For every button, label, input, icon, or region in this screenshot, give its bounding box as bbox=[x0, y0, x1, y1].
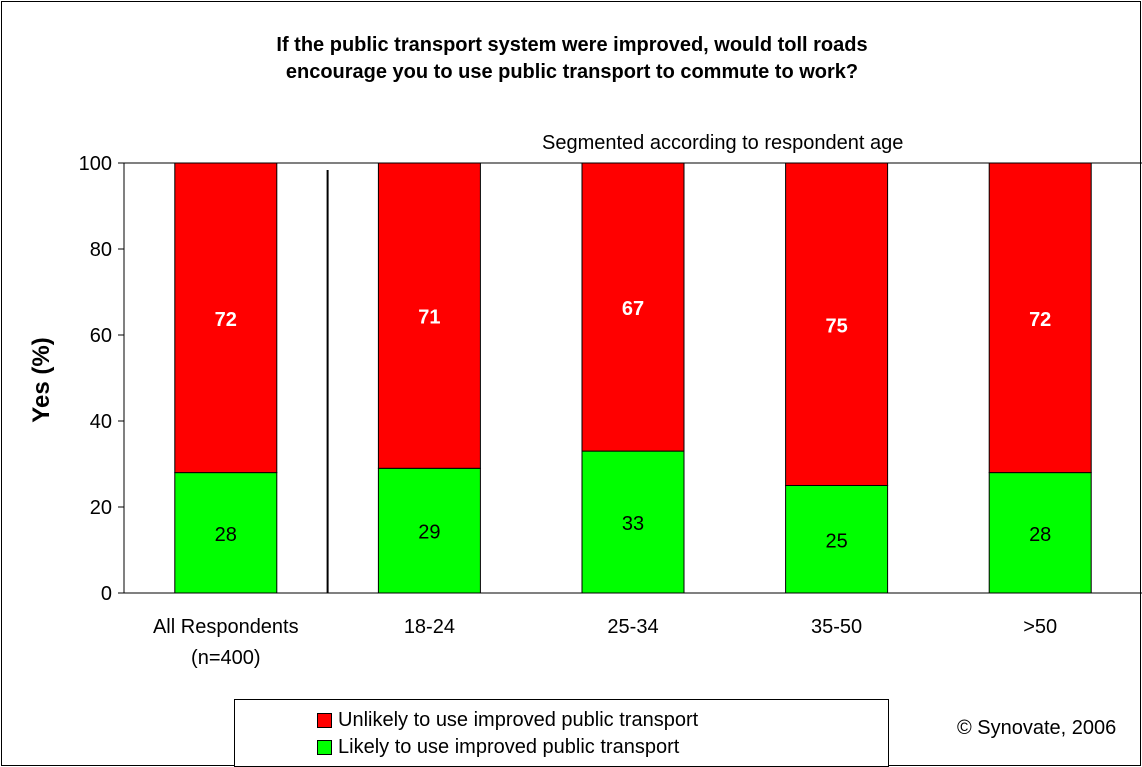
bar-unlikely bbox=[785, 162, 889, 486]
data-label-unlikely: 75 bbox=[825, 315, 847, 337]
y-tick-label: 40 bbox=[90, 411, 112, 433]
legend-item-likely: Likely to use improved public transport bbox=[317, 735, 679, 759]
data-label-unlikely: 71 bbox=[418, 307, 440, 329]
data-label-likely: 28 bbox=[215, 524, 237, 546]
legend-label-unlikely: Unlikely to use improved public transpor… bbox=[338, 708, 699, 731]
data-label-likely: 28 bbox=[1029, 524, 1051, 546]
y-tick-label: 0 bbox=[101, 583, 112, 605]
data-label-likely: 25 bbox=[825, 530, 847, 552]
x-tick-label: >50 bbox=[1023, 616, 1057, 638]
x-tick-label: 35-50 bbox=[811, 616, 862, 638]
plot-area: 0 20 40 60 80 100 28 72 All Respondents (n=400) 29… bbox=[79, 153, 1142, 669]
legend-label-likely: Likely to use improved public transport bbox=[338, 735, 680, 758]
bar-unlikely bbox=[377, 162, 481, 469]
legend-swatch-likely bbox=[317, 739, 332, 755]
legend-swatch-unlikely bbox=[317, 712, 332, 728]
y-tick-label: 60 bbox=[90, 325, 112, 347]
chart-title-line-2: encourage you to use public transport to… bbox=[285, 61, 859, 83]
x-tick-label: (n=400) bbox=[191, 647, 261, 669]
bar-unlikely bbox=[174, 162, 278, 474]
bar-likely bbox=[377, 467, 481, 594]
bar-unlikely bbox=[581, 162, 685, 452]
x-tick-label: All Respondents bbox=[153, 616, 299, 638]
legend-item-unlikely: Unlikely to use improved public transpor… bbox=[317, 708, 698, 732]
bar-likely bbox=[174, 472, 278, 594]
data-label-unlikely: 72 bbox=[1029, 309, 1051, 331]
data-label-likely: 33 bbox=[622, 513, 644, 535]
y-tick-label: 20 bbox=[90, 497, 112, 519]
x-tick-label: 25-34 bbox=[607, 616, 658, 638]
data-label-unlikely: 72 bbox=[215, 309, 237, 331]
chart-subtitle: Segmented according to respondent age bbox=[542, 132, 904, 154]
bar-likely bbox=[988, 472, 1092, 594]
copyright-credit: © Synovate, 2006 bbox=[957, 717, 1117, 739]
x-tick-label: 18-24 bbox=[404, 616, 455, 638]
data-label-unlikely: 67 bbox=[622, 298, 644, 320]
bar-unlikely bbox=[988, 162, 1092, 474]
y-tick-label: 80 bbox=[90, 239, 112, 261]
data-label-likely: 29 bbox=[418, 522, 440, 544]
legend: Unlikely to use improved public transpor… bbox=[234, 699, 889, 767]
chart-title: If the public transport system were impr… bbox=[2, 32, 1142, 86]
chart-title-line-1: If the public transport system were impr… bbox=[276, 34, 868, 56]
y-tick-label: 100 bbox=[79, 153, 112, 175]
bar-likely bbox=[581, 450, 685, 594]
